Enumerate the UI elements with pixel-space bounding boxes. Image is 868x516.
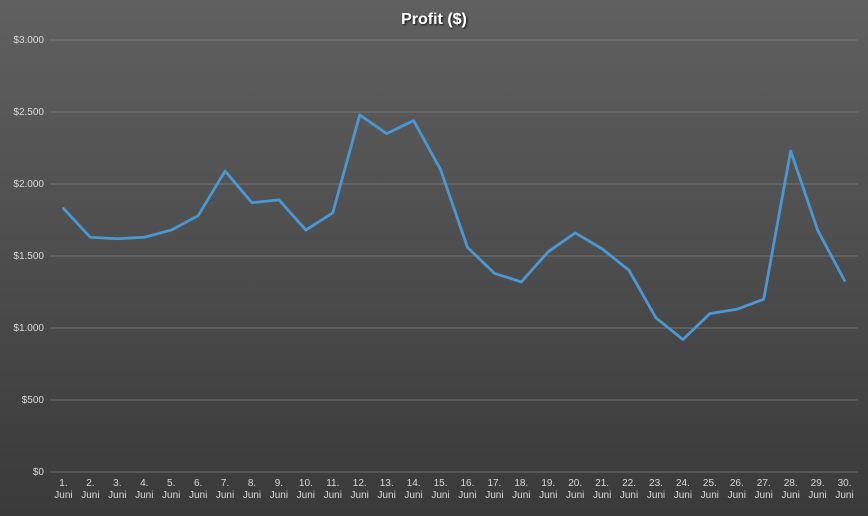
x-tick-label: 25.Juni [701, 478, 719, 501]
x-tick-label: 15.Juni [431, 478, 449, 501]
x-tick-label: 11.Juni [324, 478, 342, 501]
x-tick-label: 27.Juni [755, 478, 773, 501]
x-tick-label: 28.Juni [781, 478, 799, 501]
x-tick-label: 13.Juni [377, 478, 395, 501]
x-tick-label: 17.Juni [485, 478, 503, 501]
x-tick-label: 10.Juni [297, 478, 315, 501]
x-tick-label: 23.Juni [647, 478, 665, 501]
x-tick-label: 29.Juni [808, 478, 826, 501]
y-tick-label: $2.500 [13, 107, 44, 118]
x-tick-label: 12.Juni [351, 478, 369, 501]
x-tick-label: 21.Juni [593, 478, 611, 501]
chart-svg: Profit ($) $0 $500 $1.000 $1.500 $2.000 $2.50… [0, 0, 868, 516]
x-tick-label: 30.Juni [835, 478, 853, 501]
profit-line-chart: Profit ($) $0 $500 $1.000 $1.500 $2.000 $2.50… [0, 0, 868, 516]
y-tick-label: $2.000 [13, 179, 44, 190]
y-tick-label: $3.000 [13, 35, 44, 46]
x-tick-label: 16.Juni [458, 478, 476, 501]
chart-background [0, 0, 868, 516]
x-tick-label: 22.Juni [620, 478, 638, 501]
y-tick-label: $1.500 [13, 251, 44, 262]
x-tick-label: 24.Juni [674, 478, 692, 501]
y-tick-label: $500 [22, 395, 45, 406]
x-tick-label: 18.Juni [512, 478, 530, 501]
x-tick-label: 19.Juni [539, 478, 557, 501]
chart-title: Profit ($) [401, 11, 467, 28]
y-tick-label: $1.000 [13, 323, 44, 334]
x-tick-label: 20.Juni [566, 478, 584, 501]
x-tick-label: 26.Juni [728, 478, 746, 501]
y-tick-label: $0 [33, 467, 45, 478]
x-tick-label: 14.Juni [404, 478, 422, 501]
